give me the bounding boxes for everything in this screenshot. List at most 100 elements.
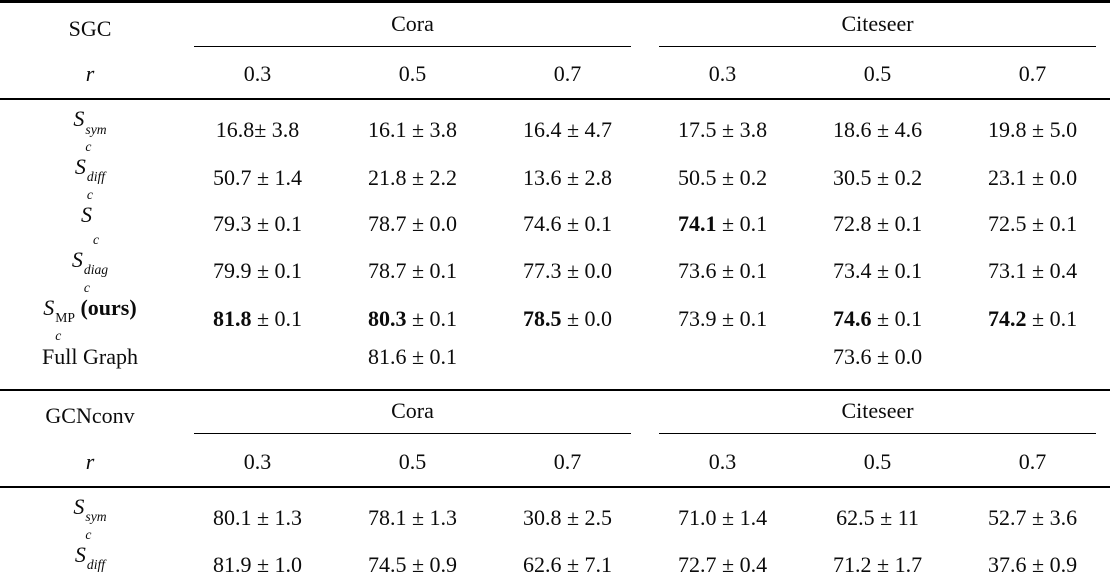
result-cell: 78.7 ± 0.0: [367, 211, 458, 237]
r-value-header: 0.3: [645, 50, 801, 100]
std-value: 3.8: [271, 116, 300, 142]
result-cell: 74.5 ± 0.9: [367, 552, 458, 578]
std-value: 0.1: [1049, 305, 1078, 331]
std-value: 2.5: [584, 504, 613, 530]
r-header-row: r 0.3 0.5 0.7 0.3 0.5 0.7: [0, 437, 1110, 488]
std-value: 0.0: [429, 211, 458, 237]
r-value-header: 0.7: [955, 437, 1110, 488]
r-header-row: r 0.3 0.5 0.7 0.3 0.5 0.7: [0, 50, 1110, 100]
result-cell: 18.6 ± 4.6: [832, 116, 923, 142]
result-cell: 77.3 ± 0.0: [522, 257, 613, 283]
result-cell: 73.4 ± 0.1: [832, 257, 923, 283]
result-cell: 19.8 ± 5.0: [988, 116, 1078, 142]
result-cell: 80.3 ± 0.1: [367, 305, 458, 331]
table-row: S MP c (ours) 81.8 ± 0.1 80.3 ± 0.1 78.5 ± 0.…: [0, 295, 1110, 343]
dataset-name: Cora: [194, 11, 632, 47]
dataset-name: Citeseer: [659, 398, 1097, 435]
mean-value: 52.7: [988, 504, 1027, 530]
result-cell: 78.1 ± 1.3: [367, 504, 458, 530]
result-cell: 72.7 ± 0.4: [677, 552, 768, 578]
dataset-header: Cora: [180, 391, 645, 438]
mean-value: 16.1: [367, 116, 407, 142]
table-row: Full Graph 81.6 ± 0.1 73.6 ± 0.0: [0, 343, 1110, 390]
mean-value: 71.0: [677, 504, 717, 530]
mean-value: 73.9: [677, 305, 717, 331]
math-subscript: c: [85, 526, 92, 542]
mean-value: 50.7: [212, 164, 252, 190]
std-value: 0.2: [739, 164, 768, 190]
mean-value: 30.8: [522, 504, 562, 530]
math-scripts: sym c: [84, 510, 106, 541]
dataset-header: Citeseer: [645, 2, 1110, 51]
std-value: 1.7: [894, 552, 923, 578]
result-cell: 52.7 ± 3.6: [988, 504, 1078, 530]
math-superscript: sym: [85, 121, 107, 137]
result-cell: [645, 343, 800, 390]
model-label: GCNconv: [45, 403, 135, 429]
result-cell: 81.9 ± 1.0: [212, 552, 303, 578]
std-value: 1.4: [274, 164, 303, 190]
math-superscript: MP: [55, 310, 75, 326]
r-value-header: 0.3: [180, 50, 335, 100]
mean-value: 18.6: [832, 116, 872, 142]
mean-value: 23.1: [988, 164, 1027, 190]
std-value: 7.1: [584, 552, 613, 578]
result-cell: 13.6 ± 2.8: [522, 164, 613, 190]
mean-value: 77.3: [522, 257, 562, 283]
mean-value: 81.9: [212, 552, 252, 578]
param-label: r: [0, 437, 180, 488]
std-value: 4.7: [584, 116, 613, 142]
mean-value: 78.7: [367, 211, 407, 237]
mean-value: 16.4: [522, 116, 562, 142]
result-cell: 73.6 ± 0.0: [832, 343, 923, 369]
mean-value: 71.2: [832, 552, 872, 578]
std-value: 0.9: [429, 552, 458, 578]
r-value-header: 0.7: [955, 50, 1110, 100]
r-value-header: 0.7: [490, 50, 646, 100]
std-value: 0.1: [894, 305, 923, 331]
result-cell: 50.7 ± 1.4: [212, 164, 303, 190]
mean-value: 30.5: [832, 164, 872, 190]
std-value: 1.4: [739, 504, 768, 530]
std-value: 2.8: [584, 164, 613, 190]
math-superscript: diag: [83, 262, 109, 278]
mean-value: 81.6: [367, 343, 407, 369]
mean-value: 72.8: [832, 211, 872, 237]
math-subscript: c: [87, 576, 93, 578]
mean-value: 74.5: [367, 552, 407, 578]
std-value: 0.1: [739, 257, 768, 283]
std-value: 3.8: [429, 116, 458, 142]
math-symbol-base: S: [43, 294, 55, 320]
result-cell: 79.3 ± 0.1: [212, 211, 303, 237]
std-value: 0.1: [429, 257, 458, 283]
mean-value: 81.8: [212, 305, 252, 331]
r-value-header: 0.3: [645, 437, 801, 488]
param-label: r: [0, 50, 180, 100]
mean-value: 80.1: [212, 504, 252, 530]
result-cell: 16.4 ± 4.7: [522, 116, 613, 142]
result-cell: 72.8 ± 0.1: [832, 211, 923, 237]
std-value: 0.1: [274, 305, 303, 331]
std-value: 0.1: [894, 257, 923, 283]
mean-value: 19.8: [988, 116, 1027, 142]
std-value: 1.3: [274, 504, 303, 530]
mean-value: 73.6: [677, 257, 717, 283]
result-cell: 16.1 ± 3.8: [367, 116, 458, 142]
mean-value: 73.4: [832, 257, 872, 283]
std-value: 0.1: [739, 211, 768, 237]
std-value: 0.0: [584, 257, 613, 283]
r-value-header: 0.3: [180, 437, 335, 488]
math-scripts: c: [92, 216, 99, 247]
